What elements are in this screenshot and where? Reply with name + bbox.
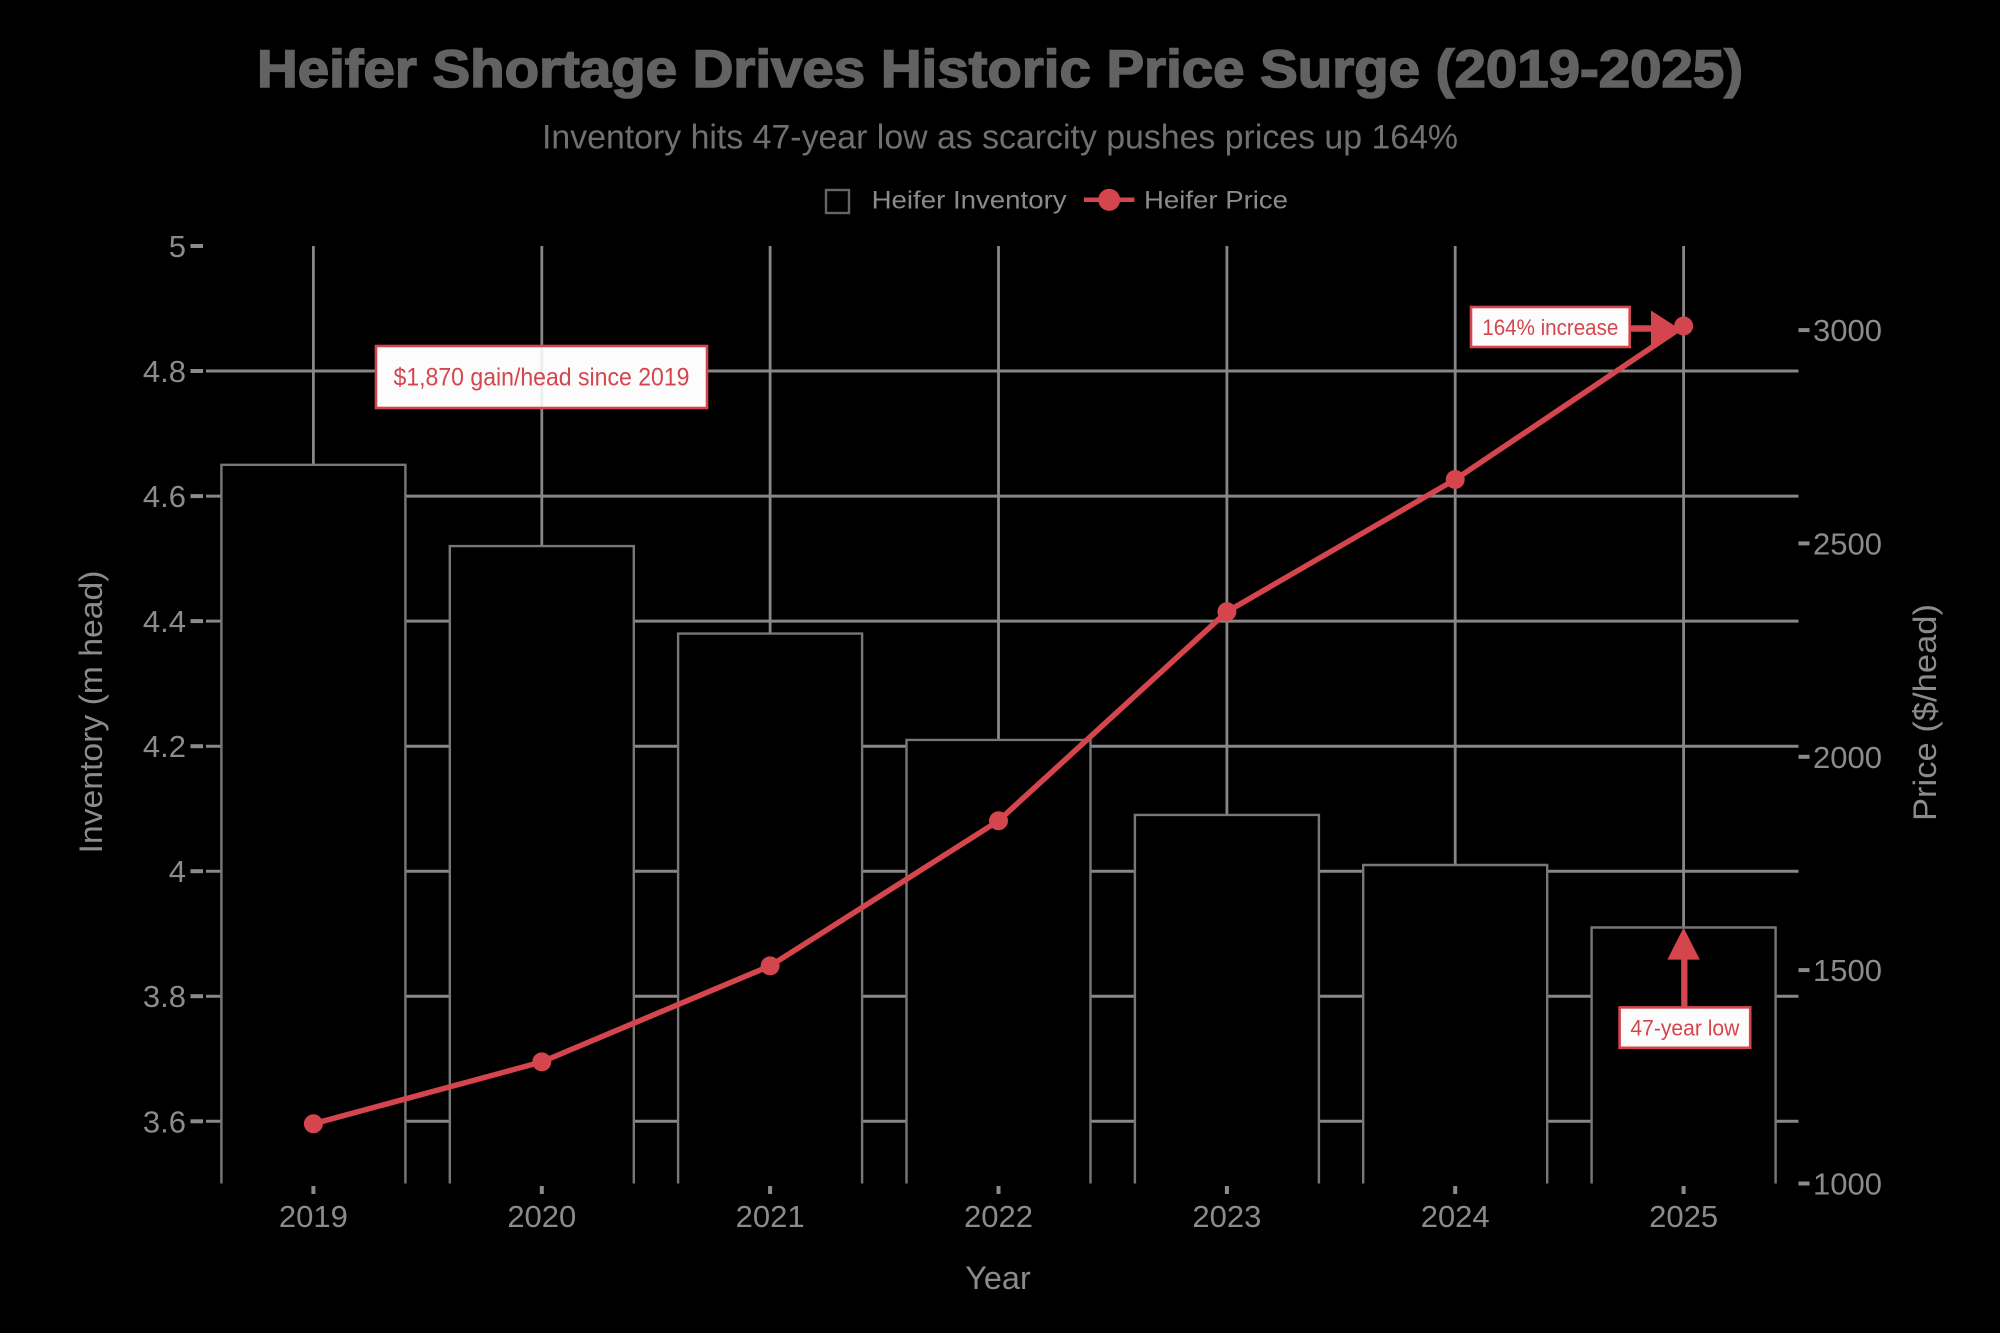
svg-text:47-year low: 47-year low (1630, 1016, 1739, 1041)
svg-text:5: 5 (169, 229, 186, 264)
svg-text:2024: 2024 (1421, 1199, 1490, 1234)
svg-text:4.6: 4.6 (143, 479, 186, 514)
svg-text:4: 4 (169, 854, 186, 889)
svg-text:3000: 3000 (1813, 313, 1882, 348)
svg-text:Inventory (m head): Inventory (m head) (73, 571, 109, 854)
svg-text:1500: 1500 (1813, 953, 1882, 988)
svg-text:2022: 2022 (964, 1199, 1033, 1234)
svg-text:3.6: 3.6 (143, 1104, 186, 1139)
svg-text:Heifer Price: Heifer Price (1144, 187, 1288, 215)
svg-text:Heifer Inventory: Heifer Inventory (872, 187, 1068, 215)
svg-text:4.8: 4.8 (143, 354, 186, 389)
svg-text:1000: 1000 (1813, 1167, 1882, 1202)
svg-text:2021: 2021 (736, 1199, 805, 1234)
svg-text:2025: 2025 (1649, 1199, 1718, 1234)
svg-text:4.4: 4.4 (143, 604, 186, 639)
svg-text:$1,870 gain/head since 2019: $1,870 gain/head since 2019 (394, 364, 690, 392)
svg-text:2500: 2500 (1813, 526, 1882, 561)
svg-text:Inventory hits 47-year low as: Inventory hits 47-year low as scarcity p… (542, 119, 1458, 157)
svg-text:2020: 2020 (507, 1199, 576, 1234)
svg-text:164% increase: 164% increase (1482, 315, 1618, 340)
svg-text:Heifer Shortage Drives Histori: Heifer Shortage Drives Historic Price Su… (257, 40, 1743, 99)
svg-text:4.2: 4.2 (143, 729, 186, 764)
svg-text:3.8: 3.8 (143, 979, 186, 1014)
svg-text:Price ($/head): Price ($/head) (1907, 604, 1943, 821)
svg-text:2019: 2019 (279, 1199, 348, 1234)
svg-text:2023: 2023 (1192, 1199, 1261, 1234)
svg-text:2000: 2000 (1813, 740, 1882, 775)
svg-text:Year: Year (965, 1260, 1031, 1296)
